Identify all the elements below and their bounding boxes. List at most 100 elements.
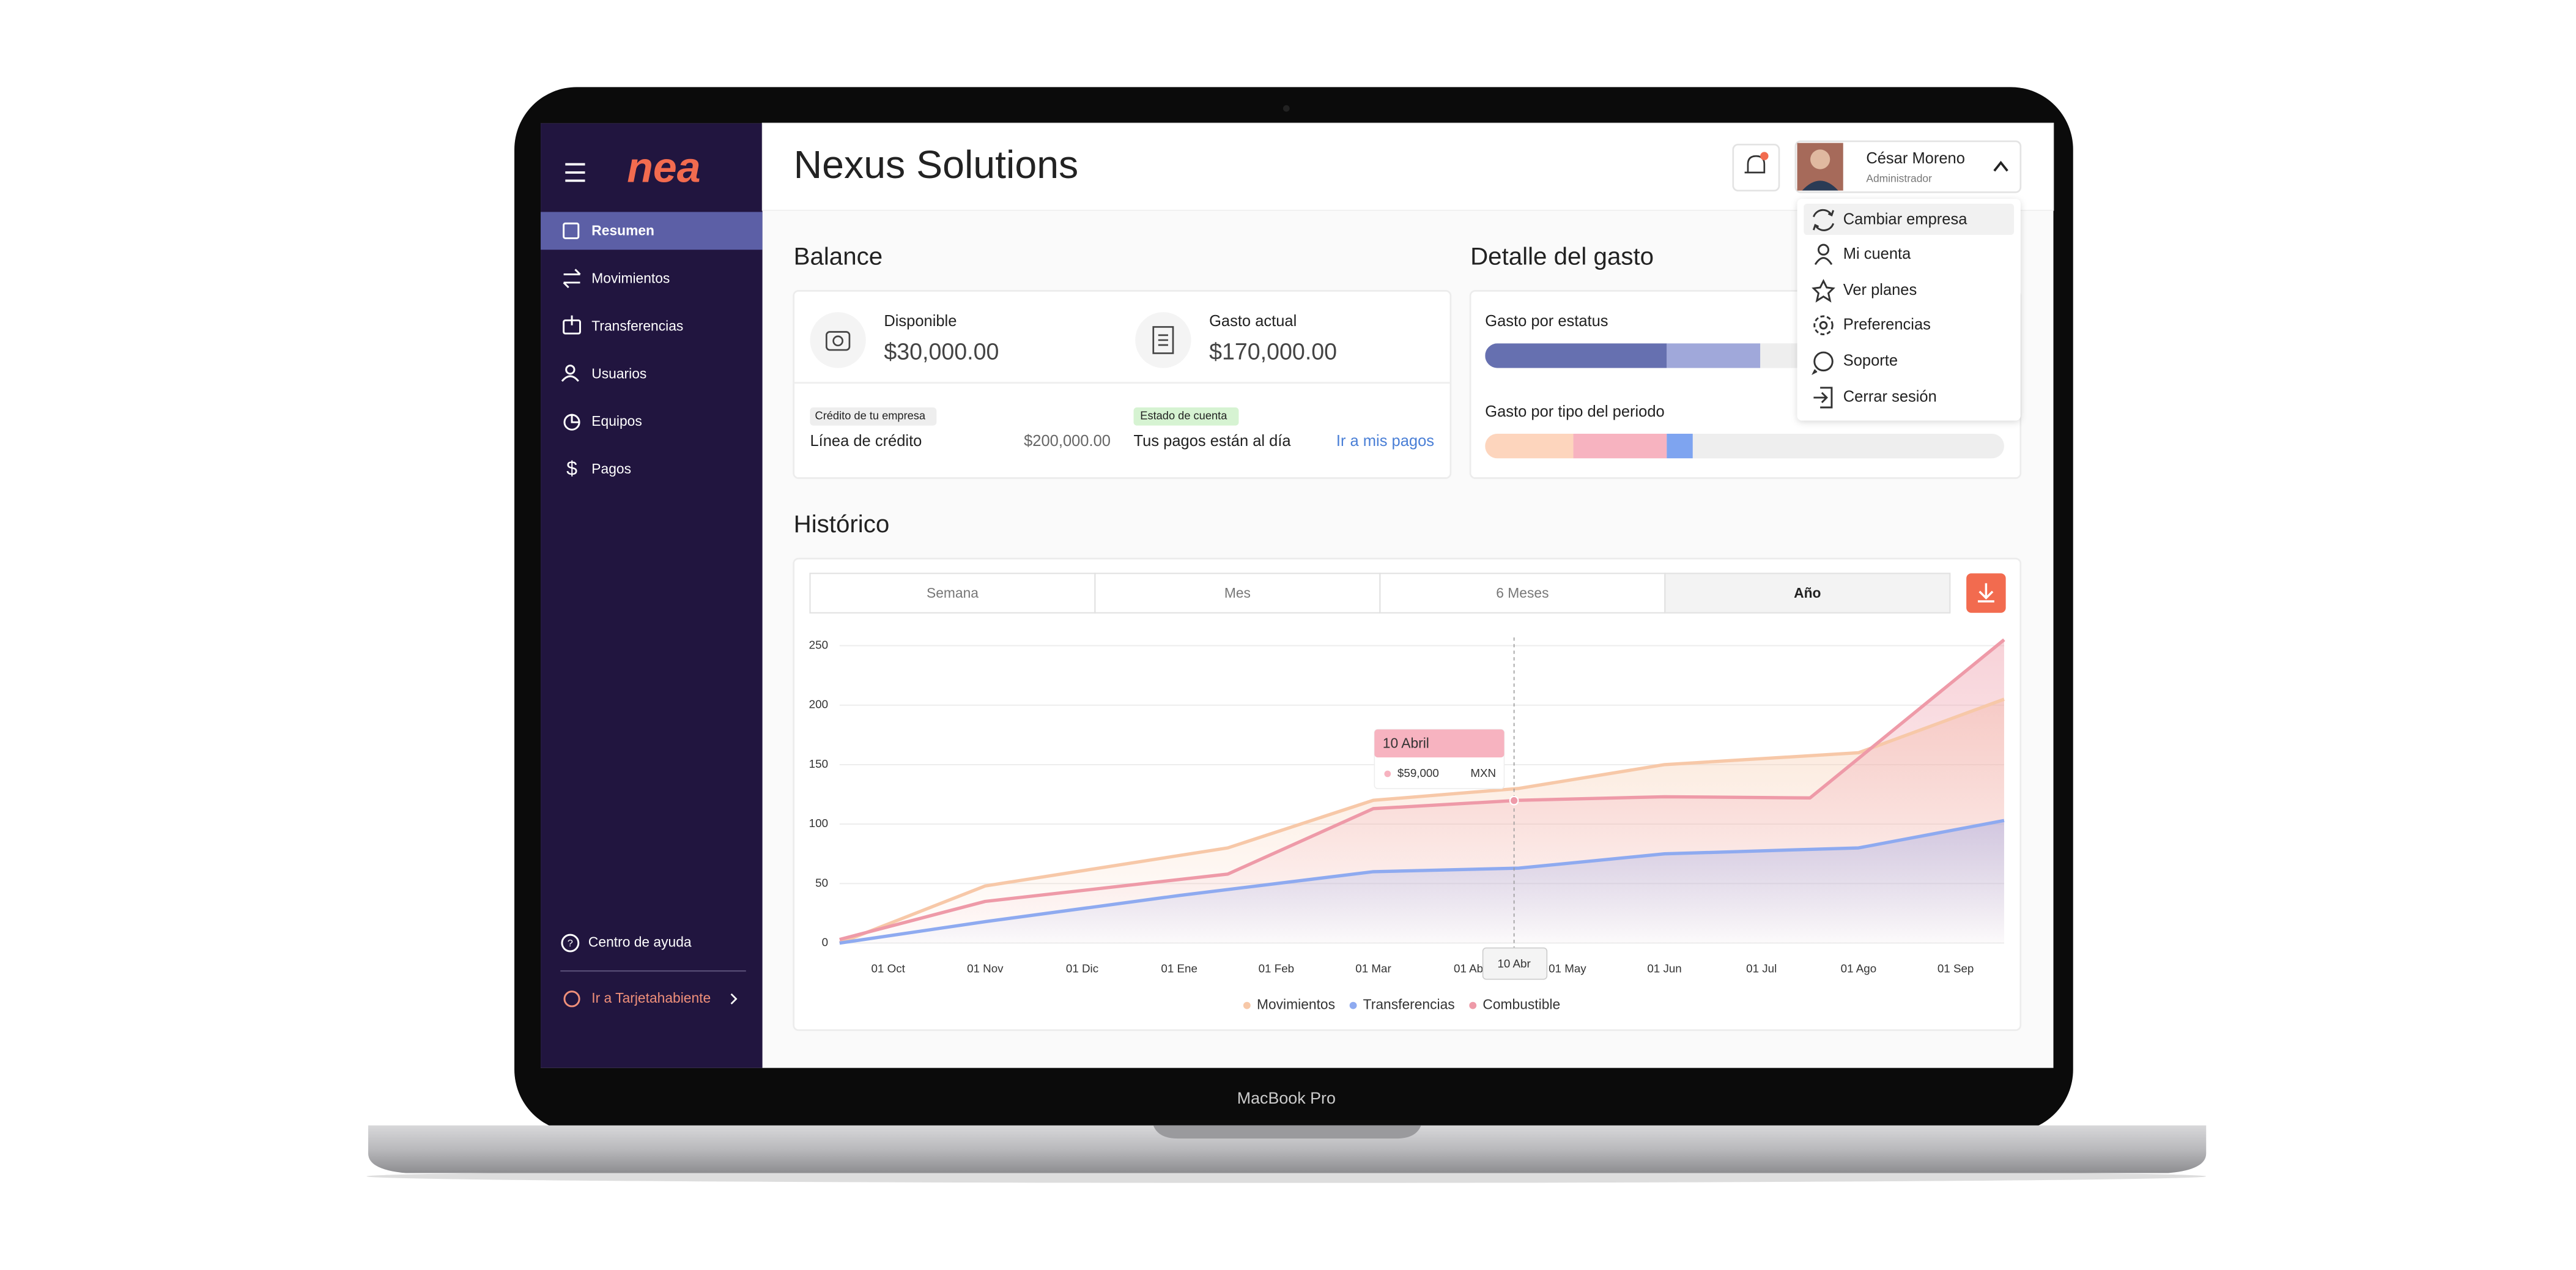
legend-dot <box>1243 1001 1251 1009</box>
bar-segment <box>1573 434 1667 459</box>
dropdown-bg <box>1797 198 2021 421</box>
dollar-icon: $ <box>566 458 577 480</box>
badge-text: Crédito de tu empresa <box>815 409 926 422</box>
dropdown-item[interactable]: Cambiar empresa <box>1812 209 1967 231</box>
user-dropdown: Cambiar empresa Mi cuenta Ver planes Pre… <box>1797 198 2021 421</box>
help-link[interactable]: ? Centro de ayuda <box>561 934 692 952</box>
label: Tus pagos están al día <box>1134 433 1292 450</box>
menu-item[interactable]: $ Pagos <box>566 458 631 480</box>
dropdown-item[interactable]: Cerrar sesión <box>1813 387 1937 409</box>
logo[interactable]: nea <box>627 144 700 191</box>
tab-bg <box>1379 573 1666 614</box>
hover-bg <box>1804 204 2015 236</box>
menu-item[interactable]: Movimientos <box>563 269 670 289</box>
x-tick-label: 01 May <box>1549 962 1586 975</box>
icon-bg <box>810 312 866 368</box>
notifications-button[interactable] <box>1732 143 1780 191</box>
menu-item[interactable]: Usuarios <box>561 365 646 382</box>
dropdown-label: Soporte <box>1843 352 1898 369</box>
tooltip-unit: MXN <box>1470 767 1496 779</box>
legend-item[interactable]: Movimientos <box>1243 997 1335 1012</box>
amount: $170,000.00 <box>1209 338 1337 364</box>
menu-label: Usuarios <box>591 365 646 381</box>
sidebar-bg <box>541 123 763 1068</box>
y-tick-label: 50 <box>815 876 828 889</box>
legend-dot <box>1469 1001 1477 1009</box>
legend-item[interactable]: Combustible <box>1469 997 1560 1012</box>
badge-text: Estado de cuenta <box>1140 409 1227 422</box>
y-tick-label: 0 <box>822 936 828 949</box>
tab[interactable]: 6 Meses <box>1379 573 1666 614</box>
x-tick-label: 01 Jul <box>1746 962 1777 975</box>
hover-point <box>1509 795 1519 806</box>
cardholder-link[interactable]: Ir a Tarjetahabiente <box>563 990 738 1008</box>
legend-label: Combustible <box>1482 997 1560 1012</box>
x-label-box <box>1482 947 1548 980</box>
section-title: Histórico <box>794 510 890 538</box>
user-button[interactable]: César Moreno Administrador <box>1794 140 2022 193</box>
tab[interactable]: Semana <box>809 573 1096 614</box>
legend-item[interactable]: Transferencias <box>1349 997 1455 1012</box>
tooltip-dot <box>1384 770 1391 778</box>
x-tick-label: 01 Nov <box>967 962 1004 975</box>
device-label: MacBook Pro <box>1237 1089 1336 1107</box>
x-tick-label: 01 Sep <box>1938 962 1974 975</box>
x-tick-label: 01 Oct <box>871 962 905 975</box>
legend-label: Movimientos <box>1257 997 1335 1012</box>
tooltip-value: $59,000 <box>1397 767 1439 779</box>
dropdown-item[interactable]: Soporte <box>1812 351 1898 375</box>
menu-label: Movimientos <box>591 270 670 286</box>
menu-button[interactable] <box>565 163 585 182</box>
dropdown-label: Cambiar empresa <box>1843 211 1967 228</box>
avatar-body <box>1802 180 1838 191</box>
series-line <box>839 819 2005 945</box>
tab-label: Semana <box>927 585 979 601</box>
x-tick-label: 01 Feb <box>1259 962 1294 975</box>
menu-label: Resumen <box>591 223 654 239</box>
tab-bg <box>1094 573 1381 614</box>
section-title: Balance <box>794 242 883 270</box>
dropdown-item[interactable]: Preferencias <box>1813 315 1931 336</box>
menu-item[interactable]: Equipos <box>563 413 642 431</box>
lines <box>838 638 2005 945</box>
x-tick-label: 01 Ago <box>1841 962 1877 975</box>
label: Disponible <box>884 313 957 330</box>
x-label: 10 Abr <box>1497 957 1530 970</box>
series-line <box>839 638 2005 941</box>
x-tick-label: 01 Ene <box>1161 962 1197 975</box>
tab-label: Año <box>1794 585 1821 601</box>
x-tick-label: 01 Mar <box>1355 962 1391 975</box>
menu-item[interactable]: Transferencias <box>563 315 684 335</box>
badge <box>1133 407 1239 426</box>
laptop-base <box>368 1125 2207 1173</box>
dropdown-item[interactable]: Ver planes <box>1812 278 1917 303</box>
camera-icon <box>825 331 851 351</box>
download-button[interactable] <box>1966 573 2006 613</box>
series-line <box>838 697 2005 945</box>
avatar-face <box>1810 149 1830 169</box>
user-name: César Moreno <box>1866 150 1965 167</box>
series-area <box>839 639 2004 943</box>
tab[interactable]: Mes <box>1094 573 1381 614</box>
dropdown-item[interactable]: Mi cuenta <box>1814 243 1911 266</box>
x-tick-label: 01 Dic <box>1066 962 1098 975</box>
menu-label: Equipos <box>591 413 642 429</box>
chart: 0 50 100 150 200 250 01 Oct 01 Nov 01 Dic 01 Ene 0… <box>809 637 2005 1012</box>
menu-label: Pagos <box>591 461 631 477</box>
label: Gasto actual <box>1209 313 1297 330</box>
tab-label: Mes <box>1224 585 1251 601</box>
tabs: Semana Mes 6 Meses Año <box>809 573 1951 614</box>
tab[interactable]: Año <box>1664 573 1951 614</box>
y-tick-label: 150 <box>809 757 828 770</box>
areas <box>839 639 2004 943</box>
menu-item[interactable]: Resumen <box>563 223 654 239</box>
camera-lens <box>832 335 843 347</box>
badge <box>810 407 937 426</box>
menu-label: Transferencias <box>591 318 683 333</box>
legend-label: Transferencias <box>1363 997 1455 1012</box>
bar-segment <box>1667 434 1693 459</box>
link[interactable]: Ir a mis pagos <box>1336 433 1434 450</box>
bar-segment <box>1485 343 1667 368</box>
notch <box>1153 1125 1421 1139</box>
